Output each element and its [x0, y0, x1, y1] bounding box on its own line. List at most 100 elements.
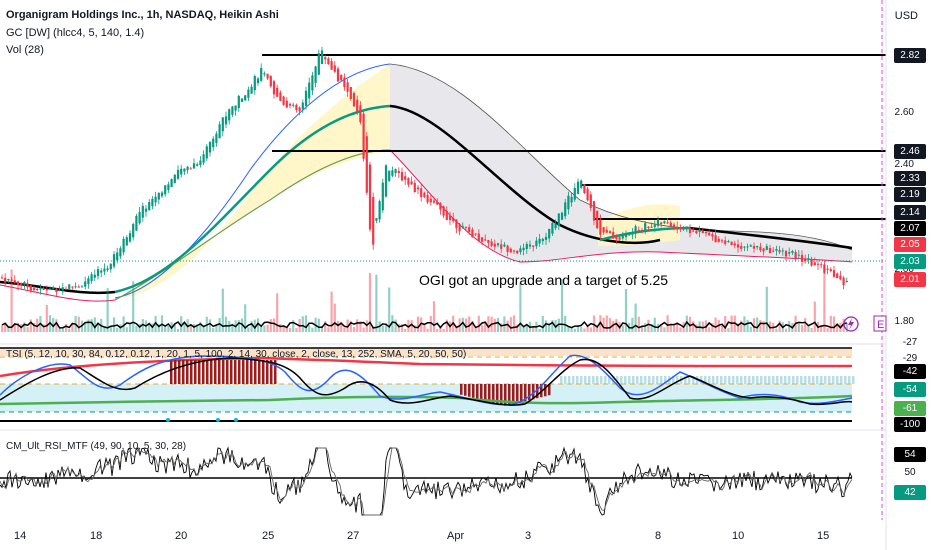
tsi-hist-bar	[592, 376, 595, 384]
candle-body	[794, 251, 797, 259]
time-tick: Apr	[447, 530, 465, 542]
indicator-gc-label[interactable]: GC [DW] (hlcc4, 5, 140, 1.4)	[6, 27, 145, 39]
tsi-indicator-label[interactable]: TSI (5, 12, 10, 30, 84, 0.12, 0.12, 1, 2…	[6, 349, 467, 360]
volume-bar	[423, 323, 426, 332]
volume-bar	[282, 325, 285, 332]
candle-body	[340, 75, 343, 81]
candle-body	[477, 233, 480, 242]
tsi-hist-bar	[628, 376, 631, 384]
indicator-vol-label[interactable]: Vol (28)	[6, 44, 44, 56]
volume-bar	[420, 317, 423, 332]
candle-body	[282, 96, 285, 105]
candle-body	[404, 176, 407, 180]
volume-bar	[445, 319, 448, 332]
tsi-hist-bar	[688, 376, 691, 384]
volume-bar	[813, 301, 816, 332]
volume-bar	[829, 315, 832, 332]
tsi-hist-bar	[808, 376, 811, 384]
candle-body	[180, 168, 183, 175]
annotation-text[interactable]: OGI got an upgrade and a target of 5.25	[419, 272, 669, 288]
volume-ma-line	[1, 320, 848, 330]
volume-bar	[666, 315, 669, 332]
candle-body	[29, 285, 32, 291]
candle-body	[698, 229, 701, 233]
gc-cloud-bull-1	[115, 64, 390, 300]
candle-body	[84, 281, 87, 287]
volume-bar	[71, 323, 74, 332]
rsi-indicator-label[interactable]: CM_Ult_RSI_MTF (49, 90, 10, 5, 30, 28)	[6, 441, 187, 452]
candle-body	[682, 228, 685, 230]
candle-body	[484, 239, 487, 241]
volume-bar	[336, 320, 340, 332]
tsi-hist-bar	[760, 376, 763, 384]
candle-body	[656, 219, 660, 226]
tsi-hist-bar	[560, 376, 563, 384]
volume-bar	[128, 324, 132, 332]
tsi-hist-bar	[736, 376, 739, 384]
volume-bar	[324, 321, 327, 332]
candle-body	[775, 249, 778, 251]
time-tick: 8	[655, 530, 662, 542]
volume-bar	[167, 325, 170, 332]
volume-bar	[487, 316, 490, 332]
candle-body	[356, 99, 359, 112]
volume-bar	[263, 325, 266, 332]
candle-body	[740, 245, 743, 249]
candle-body	[208, 142, 212, 153]
volume-bar	[759, 320, 762, 332]
volume-bar	[672, 324, 676, 332]
earnings-e-icon[interactable]: E	[873, 315, 887, 332]
volume-bar	[695, 324, 698, 332]
candle-body	[791, 251, 794, 253]
tsi-hist-bar	[544, 384, 547, 397]
candle-body	[160, 192, 164, 197]
candle-body	[320, 50, 324, 64]
tsi-hist-bar	[174, 360, 177, 384]
tsi-hist-bar	[764, 376, 767, 384]
volume-bar	[164, 326, 167, 332]
tsi-hist-bar	[186, 360, 189, 384]
price-tick: 2.40	[894, 158, 914, 170]
candle-body	[650, 226, 653, 228]
volume-bar	[650, 324, 653, 332]
tsi-hist-bar	[744, 376, 747, 384]
volume-bar	[570, 327, 573, 332]
candle-body	[346, 82, 349, 92]
candle-body	[468, 227, 471, 232]
candle-body	[119, 248, 122, 257]
tsi-hist-bar	[780, 376, 783, 384]
volume-bar	[525, 324, 528, 332]
volume-bar	[7, 325, 10, 332]
volume-bar	[416, 316, 420, 332]
candle-body	[455, 219, 458, 229]
candle-body	[301, 102, 304, 110]
volume-bar	[532, 327, 535, 332]
candle-body	[183, 168, 186, 172]
candle-body	[711, 234, 714, 237]
alert-lightning-icon[interactable]	[843, 316, 859, 332]
time-tick: 3	[525, 530, 532, 542]
volume-bar	[701, 321, 704, 332]
volume-bar	[746, 319, 749, 332]
candle-body	[199, 160, 202, 166]
tsi-hist-bar	[800, 376, 803, 384]
volume-bar	[173, 324, 176, 332]
volume-bar	[32, 322, 36, 332]
tsi-histogram	[170, 360, 855, 406]
volume-bar	[820, 324, 823, 332]
volume-bar	[218, 317, 221, 332]
tsi-hist-bar	[752, 376, 755, 384]
volume-bar	[688, 316, 692, 332]
candle-body	[490, 241, 493, 246]
tsi-hist-bar	[258, 360, 261, 384]
candle-body	[541, 238, 544, 242]
candle-body	[429, 198, 432, 203]
gc-center-line-bear-3	[689, 226, 853, 250]
tsi-hist-bar	[584, 376, 587, 384]
chart-title[interactable]: Organigram Holdings Inc., 1h, NASDAQ, He…	[6, 9, 279, 21]
volume-bar	[64, 324, 68, 332]
currency-label[interactable]: USD	[894, 10, 918, 22]
candle-body	[314, 66, 317, 83]
candle-body	[637, 229, 640, 231]
tsi-blue-line	[0, 354, 853, 406]
